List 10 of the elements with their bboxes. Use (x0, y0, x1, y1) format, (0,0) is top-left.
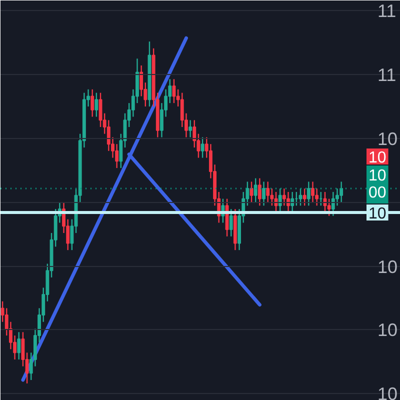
text: 10 (378, 129, 398, 149)
text: 10 (378, 320, 398, 340)
text: 10 (368, 205, 386, 222)
text: 10 (368, 167, 386, 184)
text: 10 (368, 149, 386, 166)
text: 10 (378, 384, 398, 400)
text: 11 (378, 1, 396, 21)
text: 10 (378, 257, 398, 277)
text: 11 (378, 65, 396, 85)
text: 00 (368, 184, 386, 202)
